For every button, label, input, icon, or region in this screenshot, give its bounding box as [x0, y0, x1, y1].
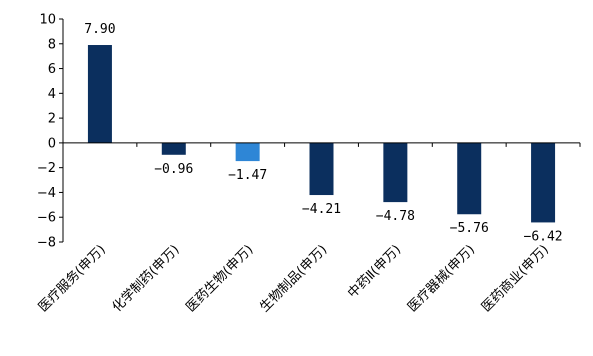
- data-label: −5.76: [450, 221, 489, 236]
- y-tick-label: 10: [39, 13, 56, 28]
- y-tick-label: −2: [37, 161, 56, 176]
- x-axis: [62, 142, 581, 147]
- bar: [235, 142, 260, 162]
- category-label: 生物制品(申万): [257, 242, 330, 315]
- category-label: 医疗服务(申万): [35, 242, 109, 316]
- data-label: −1.47: [228, 168, 267, 183]
- bar: [309, 142, 334, 196]
- data-label: −6.42: [524, 229, 563, 244]
- bar: [383, 142, 408, 203]
- bar: [531, 142, 556, 223]
- bar: [457, 142, 482, 215]
- category-label: 中药Ⅱ(申万): [345, 242, 404, 301]
- category-labels: 医疗服务(申万) 化学制药(申万) 医药生物(申万) 生物制品(申万) 中药Ⅱ(申万) 医…: [35, 242, 552, 316]
- data-label: −4.21: [302, 202, 341, 217]
- y-tick-label: −4: [37, 186, 56, 201]
- bar: [161, 142, 186, 155]
- bars: [87, 45, 556, 223]
- y-tick-label: −8: [37, 236, 56, 251]
- category-label: 医药生物(申万): [184, 242, 257, 315]
- data-labels: 7.90 −0.96 −1.47 −4.21 −4.78 −5.76 −6.42: [84, 22, 562, 244]
- y-tick-label: 4: [48, 87, 56, 102]
- data-label: 7.90: [84, 22, 115, 37]
- y-tick-label: 0: [48, 136, 56, 151]
- y-axis: −8 −6 −4 −2 0 2 4 6 8 10: [37, 13, 64, 251]
- y-tick-label: −6: [37, 211, 56, 226]
- y-tick-label: 2: [48, 112, 56, 127]
- bar: [87, 45, 112, 143]
- data-label: −4.78: [376, 209, 415, 224]
- category-label: 医疗器械(申万): [405, 242, 478, 315]
- y-tick-label: 8: [48, 37, 56, 52]
- y-tick-label: 6: [48, 62, 56, 77]
- category-label: 化学制药(申万): [109, 242, 183, 316]
- category-label: 医药商业(申万): [479, 242, 552, 315]
- data-label: −0.96: [154, 162, 193, 177]
